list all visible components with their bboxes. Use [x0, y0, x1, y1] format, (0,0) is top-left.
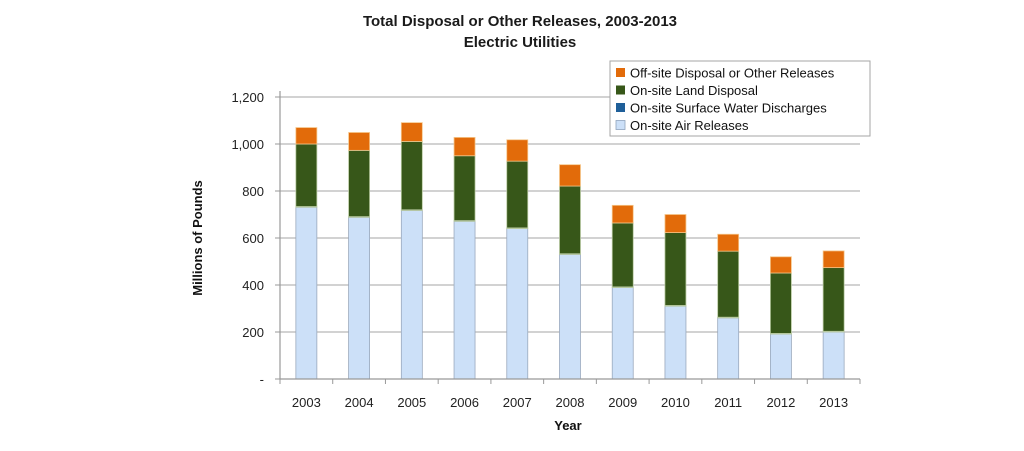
bar-segment [295, 127, 318, 145]
bar-segment [559, 164, 581, 187]
legend-swatch [616, 103, 625, 112]
bars [295, 122, 845, 380]
bar-segment [822, 250, 845, 269]
bar-segment [717, 250, 740, 318]
y-tick-label: 800 [242, 184, 264, 199]
bar-segment [348, 132, 370, 151]
bar-segment [295, 206, 318, 380]
legend-box [609, 60, 871, 137]
legend-label: On-site Land Disposal [630, 83, 758, 98]
bar-segment [770, 272, 792, 334]
bar-segment [611, 204, 634, 224]
x-tick-label: 2011 [714, 395, 742, 410]
bar-segment [295, 143, 318, 207]
bar-segment [400, 210, 423, 380]
bar-segment [400, 122, 423, 142]
bar-segment [559, 254, 581, 380]
x-tick-label: 2012 [766, 395, 795, 410]
x-tick-label: 2010 [661, 395, 690, 410]
chart-subtitle: Electric Utilities [464, 34, 577, 51]
legend-swatch [615, 120, 626, 130]
x-tick-label: 2013 [819, 395, 848, 410]
y-tick-label: 200 [242, 325, 264, 340]
bar-segment [348, 149, 370, 218]
legend-swatch [616, 68, 625, 77]
bar-segment [348, 216, 370, 380]
legend-label: On-site Surface Water Discharges [630, 101, 827, 116]
bar-segment [506, 139, 529, 162]
y-tick-label: 1,000 [231, 137, 264, 152]
x-tick-label: 2007 [503, 395, 532, 410]
x-tick-label: 2004 [345, 395, 374, 410]
y-tick-label: 400 [242, 278, 264, 293]
x-tick-labels: 2003 2004 2005 2006 2007 2008 2009 2010 2011 2012… [292, 395, 848, 410]
bar-segment [770, 333, 792, 380]
bar-segment [453, 220, 476, 380]
bar-segment [453, 137, 476, 157]
x-tick-label: 2008 [556, 395, 585, 410]
bar-segment [559, 185, 581, 255]
legend-swatch [616, 85, 625, 95]
x-tick-label: 2003 [292, 395, 321, 410]
bar-segment [664, 232, 687, 306]
bar-segment [506, 228, 529, 380]
axes [279, 91, 861, 384]
bar-segment [717, 233, 740, 252]
bar-segment [770, 256, 792, 274]
x-tick-label: 2009 [608, 395, 637, 410]
bar-segment [400, 141, 423, 211]
chart-title: Total Disposal or Other Releases, 2003-2… [363, 13, 677, 30]
y-tick-label: 600 [242, 231, 264, 246]
bar-segment [611, 222, 634, 288]
legend: Off-site Disposal or Other Releases On-si… [609, 60, 871, 137]
bar-segment [611, 287, 634, 380]
y-tick-labels: - 200 400 600 800 1,000 1,200 [231, 90, 264, 387]
x-axis-title: Year [554, 418, 581, 433]
legend-label: Off-site Disposal or Other Releases [630, 66, 835, 81]
bar-segment [717, 317, 740, 380]
y-tick-label: 1,200 [231, 90, 264, 105]
bar-segment [822, 331, 845, 380]
y-axis-title: Millions of Pounds [190, 180, 205, 296]
legend-label: On-site Air Releases [630, 118, 749, 133]
bar-segment [664, 214, 687, 233]
bar-segment [506, 160, 529, 229]
x-tick-label: 2005 [397, 395, 426, 410]
y-tick-label: - [260, 372, 264, 387]
x-tick-label: 2006 [450, 395, 479, 410]
bar-segment [453, 155, 476, 222]
bar-segment [664, 305, 687, 380]
bar-segment [822, 267, 845, 332]
